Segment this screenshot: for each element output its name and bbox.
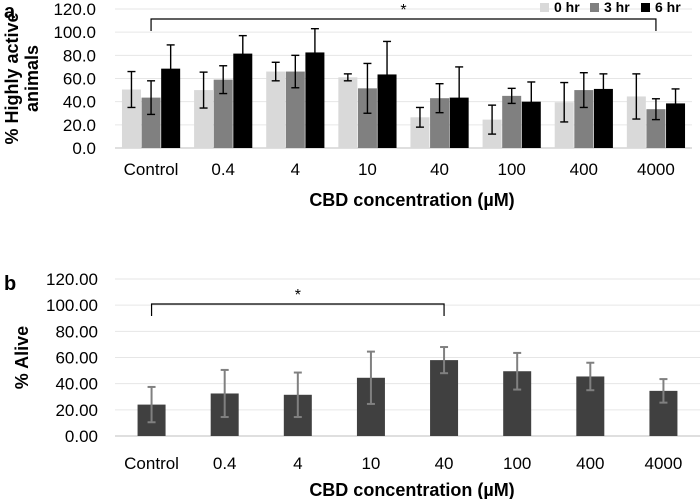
panel-b-xtick-label: 0.4 — [213, 454, 237, 473]
panel-a-bar — [626, 96, 646, 148]
panel-a-xtick-label: Control — [124, 160, 179, 179]
panel-a-legend-label: 3 hr — [604, 0, 630, 15]
panel-a-ytick-label: 60.0 — [63, 70, 96, 89]
panel-b-ytick-label: 80.00 — [55, 322, 98, 341]
panel-b-x-axis-title: CBD concentration (µM) — [309, 480, 514, 499]
panel-a-bar — [574, 90, 594, 148]
panel-a-bar — [357, 88, 377, 148]
panel-a-xtick-label: 4000 — [637, 160, 675, 179]
panel-b-significance-star: * — [295, 287, 301, 304]
panel-b-xtick-label: 400 — [576, 454, 604, 473]
panel-b-ytick-label: 20.00 — [55, 401, 98, 420]
panel-a-bar — [646, 109, 666, 148]
panel-a-ytick-label: 100.0 — [53, 23, 96, 42]
panel-a-bar — [213, 79, 233, 148]
panel-b-xtick-label: 4 — [293, 454, 302, 473]
panel-a-xtick-label: 4 — [291, 160, 300, 179]
panel-b-y-axis-title: % Alive — [12, 326, 32, 389]
panel-b-xtick-label: 10 — [361, 454, 380, 473]
panel-a-ytick-label: 0.0 — [72, 139, 96, 158]
panel-a-xtick-label: 40 — [430, 160, 449, 179]
panel-a-chart: 0.0 20.0 40.0 60.0 80.0 100.0 120.0 Control 0.4 4… — [2, 0, 692, 210]
panel-a-legend-label: 0 hr — [554, 0, 580, 15]
panel-a-legend-swatch — [641, 3, 650, 12]
panel-a-bar — [121, 89, 141, 148]
panel-b-xtick-label: 100 — [503, 454, 531, 473]
panel-a-y-axis-title-line: animals — [22, 45, 42, 112]
panel-b-y-axis-title-line: % Alive — [12, 326, 32, 389]
panel-b-ytick-label: 40.00 — [55, 375, 98, 394]
panel-a-letter: a — [4, 1, 16, 23]
panel-a-bar — [194, 90, 214, 148]
panel-a-ytick-label: 20.0 — [63, 116, 96, 135]
panel-a-xtick-label: 400 — [570, 160, 598, 179]
panel-a-bar — [161, 68, 181, 148]
panel-a-bar — [285, 71, 305, 148]
panel-a-bar — [502, 95, 522, 148]
panel-a-bar — [141, 97, 161, 148]
panel-b-ytick-label: 120.00 — [46, 270, 98, 289]
panel-b-xtick-label: 40 — [435, 454, 454, 473]
panel-a-bar — [666, 103, 686, 148]
panel-b-significance-bracket — [150, 303, 445, 316]
panel-a-ytick-label: 120.0 — [53, 0, 96, 19]
panel-a-bar — [430, 98, 450, 148]
panel-a-bar — [554, 102, 574, 148]
panel-b-ytick-label: 60.00 — [55, 349, 98, 368]
panel-a-ytick-label: 80.0 — [63, 46, 96, 65]
panel-a-bar — [338, 77, 358, 148]
panel-a-ytick-label: 40.0 — [63, 93, 96, 112]
panel-a-bar — [521, 101, 541, 148]
panel-a-y-axis-title: % Highly activeanimals — [2, 12, 42, 144]
panel-b-chart: 0.00 20.00 40.00 60.00 80.00 100.00 120.00 Cont… — [12, 270, 700, 499]
panel-a-legend-swatch — [540, 3, 549, 12]
panel-b-xtick-label: 4000 — [645, 454, 683, 473]
panel-a-xtick-label: 0.4 — [211, 160, 235, 179]
panel-b-ytick-label: 100.00 — [46, 296, 98, 315]
panel-a-significance-bracket — [150, 18, 657, 31]
panel-a-legend-label: 6 hr — [655, 0, 681, 15]
panel-a-bar — [233, 53, 253, 148]
panel-b-xtick-label: Control — [124, 454, 179, 473]
panel-a-bar — [377, 74, 397, 148]
panel-a-bar — [410, 117, 430, 148]
panel-a-x-axis-title: CBD concentration (µM) — [309, 190, 514, 210]
panel-a-xtick-label: 10 — [358, 160, 377, 179]
panel-b-letter: b — [4, 273, 16, 295]
panel-a-bar — [305, 52, 325, 148]
panel-a-xtick-label: 100 — [498, 160, 526, 179]
panel-a-significance-star: * — [400, 2, 406, 19]
panel-a-y-axis-title-line: % Highly active — [2, 12, 22, 144]
panel-a-legend-swatch — [590, 3, 599, 12]
panel-b-ytick-label: 0.00 — [65, 427, 98, 446]
panel-a-bar — [266, 71, 286, 148]
panel-a-bar — [593, 88, 613, 148]
